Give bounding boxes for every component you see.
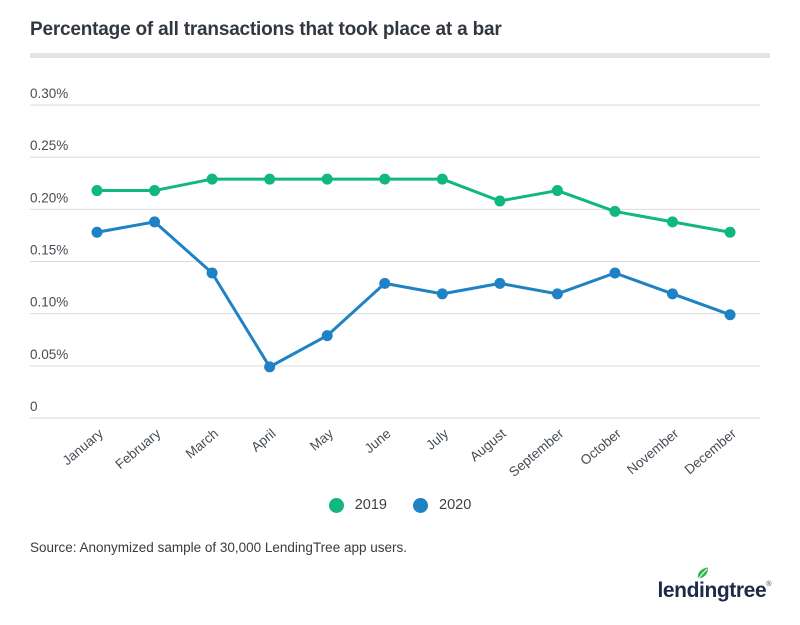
- x-tick-label: November: [624, 425, 682, 477]
- data-point-2020: [436, 288, 448, 300]
- data-point-2020: [494, 277, 506, 289]
- x-tick-label: April: [248, 426, 278, 455]
- x-tick-label: August: [467, 426, 509, 465]
- page-title: Percentage of all transactions that took…: [30, 19, 502, 40]
- data-point-2020: [551, 288, 563, 300]
- x-tick-label: September: [506, 425, 567, 479]
- x-tick-label: March: [183, 426, 221, 462]
- series-line-2020: [95, 220, 732, 369]
- y-tick-label: 0.30%: [30, 86, 68, 101]
- legend-item-2019: 2019: [328, 497, 387, 513]
- logo-text-pre: lend: [657, 579, 700, 602]
- data-point-2019: [91, 185, 103, 197]
- x-tick-label: June: [362, 426, 394, 456]
- legend-item-2020: 2020: [413, 497, 471, 513]
- data-point-2019: [149, 185, 161, 197]
- legend-dot-2019-icon: [328, 497, 344, 513]
- x-tick-label: January: [59, 426, 106, 469]
- data-point-2019: [264, 173, 276, 185]
- data-point-2020: [724, 309, 736, 321]
- data-point-2020: [321, 330, 333, 342]
- x-tick-label: July: [423, 426, 451, 453]
- data-point-2020: [667, 288, 678, 300]
- source-note: Source: Anonymized sample of 30,000 Lend…: [30, 540, 407, 555]
- line-chart: 0.30% 0.25% 0.20% 0.15% 0.10% 0.05% 0 January Fe…: [30, 86, 760, 480]
- y-tick-label: 0.05%: [30, 347, 68, 362]
- leaf-vein: [698, 568, 708, 579]
- lendingtree-logo: lend ingtree®: [657, 566, 771, 601]
- data-point-2019: [494, 195, 506, 207]
- y-tick-label: 0.15%: [30, 243, 68, 258]
- data-point-2020: [149, 216, 161, 228]
- x-tick-label: October: [577, 425, 624, 468]
- data-point-2019: [724, 226, 736, 238]
- title-divider: [30, 53, 770, 58]
- y-tick-label: 0: [30, 399, 38, 414]
- legend-label-2019: 2019: [354, 497, 387, 513]
- x-tick-label: February: [112, 426, 163, 472]
- leaf-icon: [697, 567, 708, 579]
- data-point-2019: [551, 185, 563, 197]
- logo-text-i: i: [699, 579, 705, 602]
- legend-label-2020: 2020: [439, 497, 472, 513]
- data-point-2020: [609, 267, 621, 279]
- data-point-2020: [91, 226, 103, 238]
- data-point-2020: [264, 361, 276, 373]
- registered-mark: ®: [766, 581, 771, 588]
- data-point-2019: [321, 173, 333, 185]
- data-point-2019: [436, 173, 448, 185]
- logo-text-post: ngtree: [704, 579, 767, 602]
- data-point-2019: [379, 173, 391, 185]
- x-tick-label: December: [682, 425, 740, 477]
- series-line-2019: [95, 177, 732, 234]
- legend-dot-2020-icon: [413, 497, 428, 513]
- data-point-2019: [609, 205, 621, 217]
- x-tick-label: May: [307, 426, 336, 454]
- data-point-2019: [667, 216, 678, 228]
- data-point-2019: [206, 173, 218, 185]
- y-tick-label: 0.10%: [30, 295, 68, 310]
- y-tick-label: 0.25%: [30, 138, 68, 153]
- data-point-2020: [379, 277, 391, 289]
- data-point-2020: [206, 267, 218, 279]
- y-tick-label: 0.20%: [30, 190, 68, 205]
- chart-legend: 2019 2020: [0, 497, 800, 513]
